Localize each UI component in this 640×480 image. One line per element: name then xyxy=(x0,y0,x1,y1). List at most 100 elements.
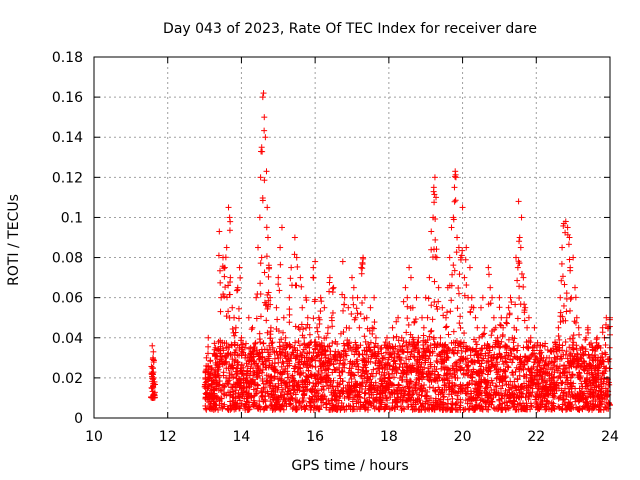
data-point xyxy=(244,363,251,370)
data-point xyxy=(356,393,363,400)
data-point xyxy=(555,324,562,331)
data-point xyxy=(237,337,244,344)
data-point xyxy=(409,362,416,369)
data-point xyxy=(245,314,252,321)
data-point xyxy=(255,364,262,371)
data-point xyxy=(538,404,545,411)
data-point xyxy=(301,334,308,341)
data-point xyxy=(398,334,405,341)
data-point xyxy=(448,391,455,398)
data-point xyxy=(474,324,481,331)
data-point xyxy=(261,177,268,184)
data-point xyxy=(369,330,376,337)
data-point xyxy=(408,369,415,376)
data-point xyxy=(550,348,557,355)
data-point xyxy=(202,376,209,383)
data-point xyxy=(261,114,268,121)
data-point xyxy=(449,271,456,278)
data-point xyxy=(256,330,263,337)
data-point xyxy=(427,361,434,368)
data-point xyxy=(304,314,311,321)
data-point xyxy=(457,324,464,331)
data-point xyxy=(261,346,268,353)
data-point xyxy=(457,399,464,406)
data-point xyxy=(295,324,302,331)
data-point xyxy=(303,402,310,409)
data-point xyxy=(561,281,568,288)
data-point xyxy=(216,374,223,381)
data-point xyxy=(281,352,288,359)
data-point xyxy=(435,284,442,291)
data-point xyxy=(476,402,483,409)
data-point xyxy=(437,334,444,341)
data-point xyxy=(225,406,232,413)
data-point xyxy=(408,394,415,401)
data-point xyxy=(240,385,247,392)
data-point xyxy=(451,184,458,191)
data-point xyxy=(299,304,306,311)
data-point xyxy=(234,286,241,293)
data-point xyxy=(574,351,581,358)
data-point xyxy=(496,294,503,301)
data-point xyxy=(329,309,336,316)
data-point xyxy=(262,134,269,141)
data-point xyxy=(209,406,216,413)
data-point xyxy=(517,244,524,251)
data-point xyxy=(372,340,379,347)
data-point xyxy=(489,294,496,301)
data-point xyxy=(487,284,494,291)
data-point xyxy=(226,227,233,234)
data-point xyxy=(376,369,383,376)
data-point xyxy=(400,338,407,345)
data-point xyxy=(314,342,321,349)
data-point xyxy=(254,385,261,392)
data-point xyxy=(289,406,296,413)
data-point xyxy=(339,361,346,368)
data-point xyxy=(440,393,447,400)
data-point xyxy=(276,348,283,355)
data-point xyxy=(361,347,368,354)
data-point xyxy=(251,369,258,376)
data-point xyxy=(428,228,435,235)
data-point xyxy=(456,320,463,327)
data-point xyxy=(359,372,366,379)
data-point xyxy=(316,404,323,411)
data-points xyxy=(148,90,613,413)
data-point xyxy=(245,358,252,365)
data-point xyxy=(485,406,492,413)
data-point xyxy=(234,359,241,366)
data-point xyxy=(449,348,456,355)
data-point xyxy=(208,366,215,373)
data-point xyxy=(602,342,609,349)
data-point xyxy=(321,304,328,311)
data-point xyxy=(256,355,263,362)
data-point xyxy=(297,365,304,372)
data-point xyxy=(411,342,418,349)
data-point xyxy=(463,382,470,389)
data-point xyxy=(354,310,361,317)
data-point xyxy=(462,397,469,404)
data-point xyxy=(264,204,271,211)
data-point xyxy=(515,198,522,205)
data-point xyxy=(268,391,275,398)
data-point xyxy=(360,401,367,408)
data-point xyxy=(314,353,321,360)
data-point xyxy=(315,367,322,374)
data-point xyxy=(514,376,521,383)
data-point xyxy=(505,364,512,371)
data-point xyxy=(395,394,402,401)
data-point xyxy=(227,402,234,409)
data-point xyxy=(148,393,155,400)
data-point xyxy=(236,405,243,412)
data-point xyxy=(278,394,285,401)
data-point xyxy=(573,345,580,352)
data-point xyxy=(406,388,413,395)
data-point xyxy=(485,264,492,271)
data-point xyxy=(264,390,271,397)
data-point xyxy=(295,364,302,371)
data-point xyxy=(306,361,313,368)
data-point xyxy=(262,398,269,405)
data-point xyxy=(570,404,577,411)
data-point xyxy=(340,307,347,314)
data-point xyxy=(506,404,513,411)
